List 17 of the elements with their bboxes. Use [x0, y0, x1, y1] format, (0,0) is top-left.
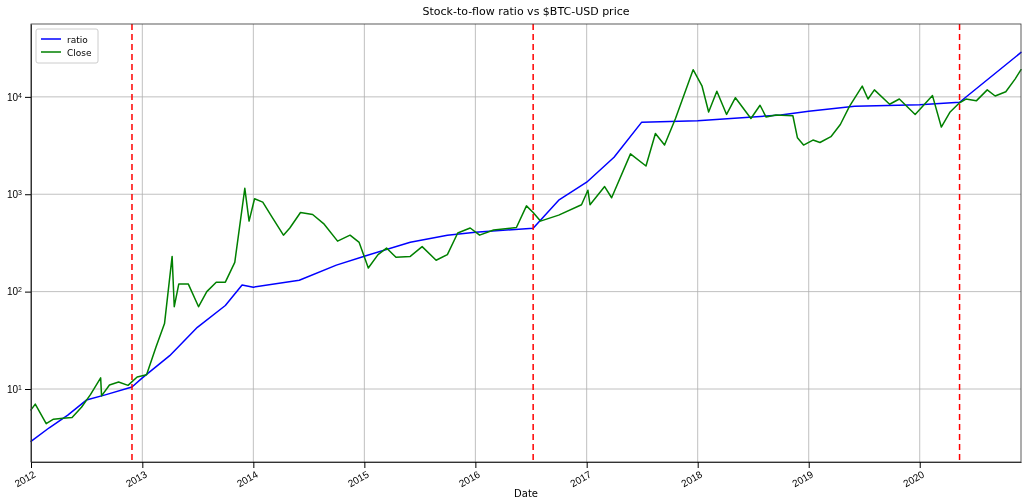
legend-label: ratio	[67, 34, 89, 45]
x-axis-title: Date	[514, 488, 538, 499]
x-tick-label: 2018	[679, 468, 705, 490]
legend-label: Close	[67, 47, 92, 58]
x-tick-label: 2012	[12, 468, 38, 490]
y-tick-label: 10$^{2}$	[6, 285, 23, 298]
x-tick-label: 2019	[790, 468, 816, 490]
x-tick-label: 2020	[901, 468, 927, 490]
x-tick-label: 2016	[456, 468, 483, 490]
x-tick-label: 2017	[568, 468, 594, 490]
x-tick-label: 2014	[234, 468, 261, 490]
x-tick-label: 2015	[345, 468, 372, 490]
x-tick-label: 2013	[123, 468, 150, 490]
y-tick-label: 10$^{4}$	[6, 91, 23, 103]
y-tick-label: 10$^{3}$	[6, 188, 23, 200]
y-tick-label: 10$^{1}$	[6, 383, 23, 395]
chart-title: Stock-to-flow ratio vs $BTC-USD price	[422, 5, 630, 18]
